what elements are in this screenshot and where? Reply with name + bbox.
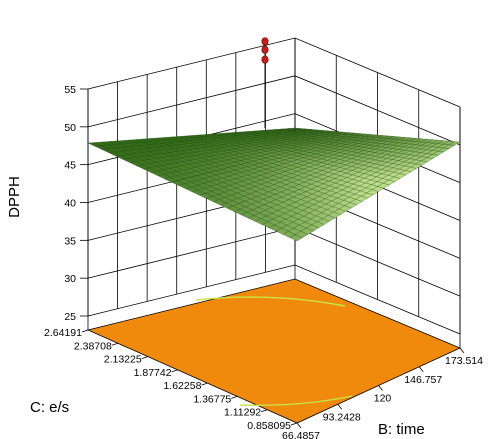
x-tick-mark [337,404,343,410]
y-axis-label: C: e/s [30,399,69,416]
design-point [261,37,269,46]
y-tick-mark [201,382,208,386]
x-tick-label: 173.514 [445,355,483,367]
y-tick-mark [81,329,89,333]
response-surface [87,127,461,242]
z-tick-label: 25 [64,311,76,323]
x-tick-mark [296,422,302,429]
contour-line [195,296,346,307]
y-tick-label: 2.38708 [74,340,112,352]
y-tick-label: 2.13225 [104,354,142,366]
z-axis-label: DPPH [6,176,23,218]
floor-contour-plane [86,278,461,424]
x-tick-mark [418,366,424,372]
x-axis-label: B: time [378,421,425,438]
x-tick-mark [459,347,465,354]
surface-facet [448,141,461,146]
floor-plane [86,278,461,424]
design-point [261,55,269,64]
y-tick-mark [141,356,148,359]
x-tick-label: 93.2428 [323,411,361,423]
z-gridline [87,37,461,108]
y-tick-mark [290,422,298,426]
y-tick-label: 0.858095 [247,420,291,432]
z-tick-label: 35 [64,235,76,247]
x-tick-label: 120 [374,393,392,405]
y-tick-label: 1.36775 [193,393,231,405]
y-tick-mark [171,369,178,373]
y-tick-label: 2.64191 [44,327,82,339]
contour-line [239,395,353,406]
z-tick-label: 40 [64,198,76,210]
x-tick-label: 146.757 [404,374,442,386]
y-tick-label: 1.87742 [134,367,172,379]
x-tick-label: 66.4857 [282,430,320,439]
z-tick-label: 50 [64,122,76,134]
y-tick-mark [231,396,238,399]
z-tick-label: 55 [64,84,76,96]
design-point [261,45,269,54]
y-tick-label: 1.11292 [224,407,261,419]
z-tick-label: 30 [64,273,76,285]
y-tick-label: 1.62258 [163,380,201,392]
design-points [261,37,269,128]
x-tick-mark [378,385,383,391]
z-tick-label: 45 [64,160,76,172]
y-tick-mark [261,409,268,413]
y-tick-mark [111,342,118,346]
